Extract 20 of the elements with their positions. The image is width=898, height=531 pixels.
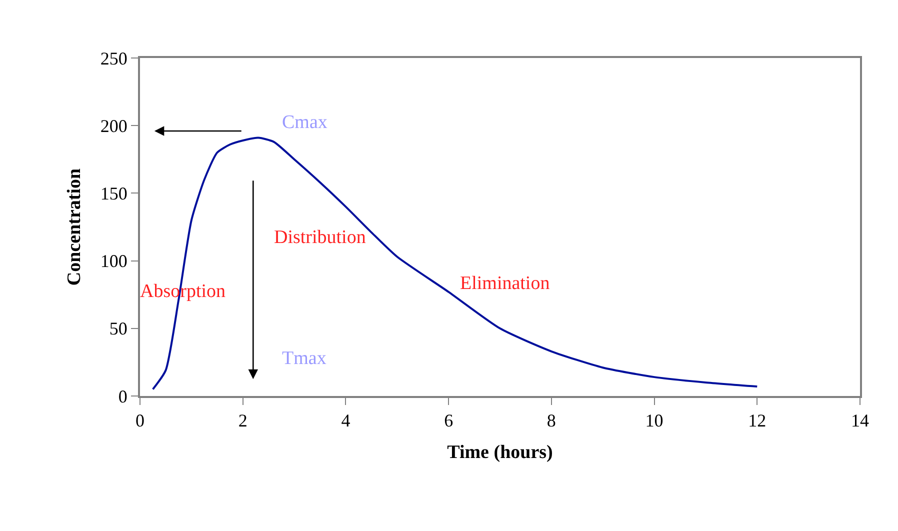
x-tick-label: 2 [238, 410, 248, 431]
x-tick-label: 14 [851, 410, 869, 431]
x-axis-title: Time (hours) [447, 442, 553, 463]
y-tick-label: 50 [109, 318, 128, 339]
y-tick-label: 200 [100, 116, 128, 136]
y-tick-label: 100 [100, 251, 128, 272]
x-tick-label: 10 [645, 410, 664, 431]
y-tick-label: 0 [118, 386, 128, 406]
annotation: Distribution [274, 227, 366, 248]
x-tick-label: 12 [748, 410, 766, 431]
y-axis-title: Concentration [64, 168, 85, 286]
x-tick-label: 6 [444, 410, 454, 431]
annotation: Elimination [460, 273, 550, 294]
y-tick-label: 150 [100, 184, 128, 204]
y-tick-label: 250 [100, 48, 128, 68]
annotation: Cmax [282, 112, 328, 133]
x-tick-label: 0 [136, 410, 144, 431]
x-tick-label: 4 [341, 410, 350, 431]
x-tick-label: 8 [546, 410, 556, 431]
annotation: Tmax [282, 348, 327, 369]
